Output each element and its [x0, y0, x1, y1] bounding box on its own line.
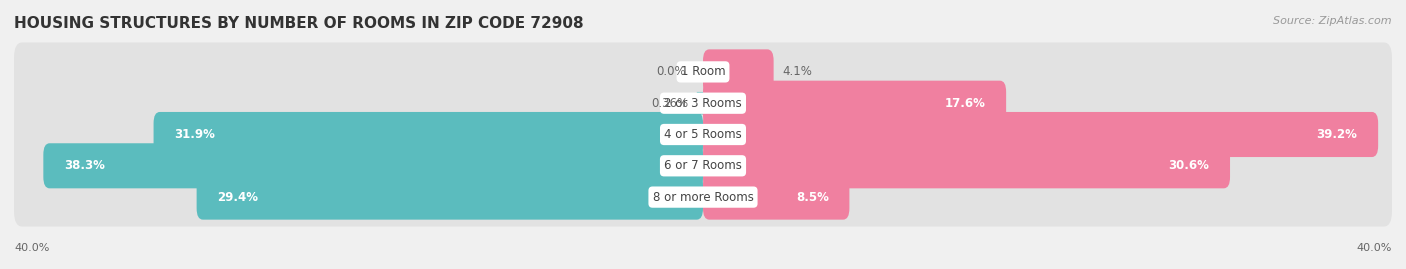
FancyBboxPatch shape	[703, 81, 1007, 126]
Text: 8 or more Rooms: 8 or more Rooms	[652, 191, 754, 204]
Text: 31.9%: 31.9%	[174, 128, 215, 141]
FancyBboxPatch shape	[703, 175, 849, 220]
Text: 30.6%: 30.6%	[1168, 159, 1209, 172]
Text: 17.6%: 17.6%	[945, 97, 986, 110]
Text: 4.1%: 4.1%	[782, 65, 813, 78]
FancyBboxPatch shape	[197, 175, 703, 220]
Text: 40.0%: 40.0%	[14, 243, 49, 253]
FancyBboxPatch shape	[703, 143, 1230, 188]
Text: HOUSING STRUCTURES BY NUMBER OF ROOMS IN ZIP CODE 72908: HOUSING STRUCTURES BY NUMBER OF ROOMS IN…	[14, 16, 583, 31]
FancyBboxPatch shape	[14, 43, 1392, 101]
Text: 0.36%: 0.36%	[651, 97, 688, 110]
Text: 8.5%: 8.5%	[796, 191, 828, 204]
Text: Source: ZipAtlas.com: Source: ZipAtlas.com	[1274, 16, 1392, 26]
Text: 0.0%: 0.0%	[657, 65, 686, 78]
Text: 6 or 7 Rooms: 6 or 7 Rooms	[664, 159, 742, 172]
Text: 39.2%: 39.2%	[1316, 128, 1358, 141]
FancyBboxPatch shape	[14, 105, 1392, 164]
FancyBboxPatch shape	[14, 168, 1392, 226]
Text: 38.3%: 38.3%	[65, 159, 105, 172]
FancyBboxPatch shape	[153, 112, 703, 157]
FancyBboxPatch shape	[14, 74, 1392, 133]
Text: 40.0%: 40.0%	[1357, 243, 1392, 253]
FancyBboxPatch shape	[703, 112, 1378, 157]
Text: 29.4%: 29.4%	[218, 191, 259, 204]
Text: 1 Room: 1 Room	[681, 65, 725, 78]
Text: 4 or 5 Rooms: 4 or 5 Rooms	[664, 128, 742, 141]
FancyBboxPatch shape	[44, 143, 703, 188]
FancyBboxPatch shape	[703, 49, 773, 94]
Text: 2 or 3 Rooms: 2 or 3 Rooms	[664, 97, 742, 110]
FancyBboxPatch shape	[14, 136, 1392, 195]
FancyBboxPatch shape	[697, 92, 703, 115]
